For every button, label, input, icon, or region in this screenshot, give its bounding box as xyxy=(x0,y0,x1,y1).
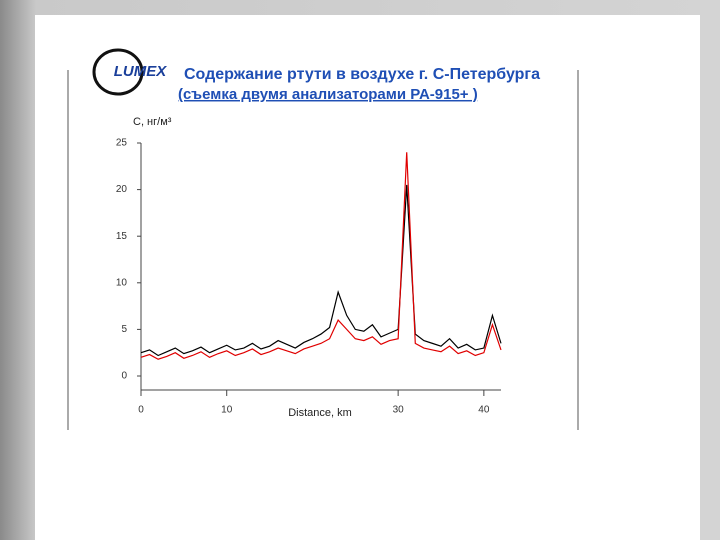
data-line xyxy=(140,152,502,360)
y-tick-label: 10 xyxy=(116,277,128,288)
y-tick-label: 20 xyxy=(116,184,128,195)
logo: LUMEX xyxy=(114,63,167,80)
y-axis-label: C, нг/м³ xyxy=(133,116,172,128)
x-tick-label: 0 xyxy=(138,405,144,416)
x-tick-label: 40 xyxy=(478,405,490,416)
y-tick-label: 15 xyxy=(116,231,128,242)
x-tick-label: 10 xyxy=(221,405,233,416)
logo-ring xyxy=(92,48,144,96)
y-tick-label: 25 xyxy=(116,138,128,149)
data-line xyxy=(140,184,502,357)
x-axis-label: Distance, km xyxy=(288,407,352,419)
y-tick-label: 5 xyxy=(121,324,127,335)
subtitle: (съемка двумя анализаторами РА-915+ ) xyxy=(178,86,478,103)
title: Содержание ртути в воздухе г. С-Петербур… xyxy=(184,66,540,83)
x-tick-label: 30 xyxy=(393,405,405,416)
slide xyxy=(35,15,700,540)
y-tick-label: 0 xyxy=(121,371,127,382)
